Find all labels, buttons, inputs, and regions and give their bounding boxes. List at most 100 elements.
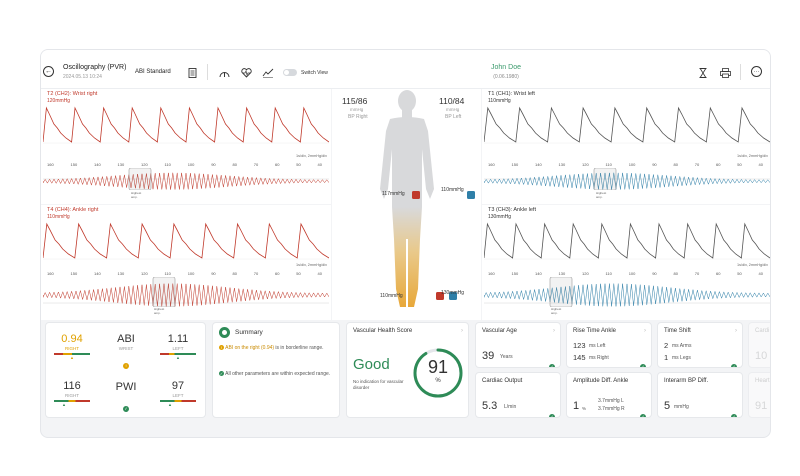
document-icon[interactable]: [186, 67, 198, 79]
metric-title: Rise Time Ankle: [573, 328, 617, 334]
bp-right-label: BP Right: [348, 114, 368, 120]
scale-tick-label: 60: [275, 271, 280, 276]
back-arrow-icon[interactable]: ←: [43, 66, 54, 77]
cuff-oscillation: [484, 168, 770, 190]
heart-pulse-icon[interactable]: [240, 67, 252, 79]
summary-line-2: ✓ All other parameters are within expect…: [219, 371, 335, 378]
scale-tick-label: 50: [296, 271, 301, 276]
panel-pressure: 120mmHg: [47, 98, 71, 104]
scale-tick-label: 120: [141, 271, 148, 276]
scale-tick-label: 120: [582, 271, 589, 276]
scale-tick-label: 110: [605, 162, 612, 167]
scale-tick-label: 80: [232, 271, 237, 276]
pressure-scale: 160 150 140 130 120 110 100 90 80 70 60 50 40: [488, 271, 763, 276]
scale-tick-label: 110: [164, 271, 171, 276]
switch-view-toggle[interactable]: [283, 69, 297, 76]
scale-tick-label: 130: [117, 162, 125, 167]
bp-right-value: 115/86: [342, 96, 368, 106]
left-abi-range-bar: [160, 353, 196, 355]
metric-value-right: 145: [573, 353, 586, 362]
panel-pressure: 130mmHg: [488, 214, 512, 220]
bp-left-unit: mmHg: [446, 107, 460, 112]
metric-unit-left: ms Left: [589, 343, 606, 349]
scale-tick-label: 40: [317, 271, 322, 276]
scale-tick-label: 150: [511, 271, 519, 276]
scale-tick-label: 150: [70, 271, 78, 276]
summary-icon: [219, 327, 230, 338]
exam-date: 2024.05.13 10:24: [63, 74, 102, 80]
panel-label: T3 (CH3): Ankle left: [488, 207, 536, 213]
hourglass-icon[interactable]: [697, 67, 709, 79]
metric-title: Cardi: [755, 328, 770, 334]
cuff-ankle-right[interactable]: [436, 292, 444, 300]
pressure-scale: 160 150 140 130 120 110 100 90 80 70 60 50 40: [488, 162, 763, 167]
page-title: Oscillography (PVR): [63, 64, 127, 71]
scale-tick-label: 90: [211, 271, 216, 276]
vhs-description: No indication for vascular disorder: [353, 379, 404, 390]
scale-tick-label: 70: [253, 271, 259, 276]
scale-tick-label: 110: [605, 271, 612, 276]
metric-unit: mmHg: [674, 404, 689, 410]
scale-tick-label: 140: [535, 162, 542, 167]
right-abi-value: 0.94: [61, 333, 83, 345]
cuff-oscillation: [43, 277, 329, 307]
bp-left-label: BP Left: [445, 114, 462, 120]
printer-icon[interactable]: [719, 67, 731, 79]
interarm-bp-card[interactable]: Interarm BP Diff. 5 mmHg ✓: [657, 372, 743, 418]
cutoff-card-2[interactable]: Heart 91: [748, 372, 770, 418]
right-pwi-label: RIGHT: [65, 393, 79, 398]
cuff-wrist-left[interactable]: [467, 191, 475, 199]
rise-time-ankle-card[interactable]: Rise Time Ankle › 123 ms Left 145 ms Rig…: [566, 322, 652, 368]
scale-tick-label: 160: [488, 271, 495, 276]
waveform-wrist-left: [484, 106, 770, 144]
vhs-grade: Good: [353, 356, 390, 373]
panel-pressure: 110mmHg: [47, 214, 70, 220]
cutoff-card-1[interactable]: Cardi 10: [748, 322, 770, 368]
patient-name: John Doe: [491, 64, 521, 71]
check-icon: ✓: [549, 364, 555, 368]
left-abi-label: LEFT: [172, 346, 184, 351]
scale-tick-label: 60: [275, 162, 280, 167]
vascular-health-score-card[interactable]: Vascular Health Score › Good No indicati…: [346, 322, 469, 418]
vhs-score: 91: [427, 357, 449, 377]
gauge-icon[interactable]: [218, 67, 230, 79]
check-icon: ✓: [549, 414, 555, 418]
amplitude-diff-card[interactable]: Amplitude Diff. Ankle 1 % 3.7mmHg L 3.7m…: [566, 372, 652, 418]
left-pwi-label: LEFT: [172, 393, 184, 398]
bp-left-value: 110/84: [439, 96, 465, 106]
summary-text: All other parameters are within expected…: [225, 371, 331, 377]
trend-icon[interactable]: [262, 67, 274, 79]
cardiac-output-card[interactable]: Cardiac Output 5.3 L/min ✓: [475, 372, 561, 418]
metric-value: 39: [482, 350, 495, 362]
scale-tick-label: 140: [94, 162, 101, 167]
more-icon[interactable]: ···: [751, 66, 762, 77]
vascular-age-card[interactable]: Vascular Age › 39 Years ✓: [475, 322, 561, 368]
scale-tick-label: 130: [558, 271, 566, 276]
cuff-wrist-right[interactable]: [412, 191, 420, 199]
left-pwi-value: 97: [171, 380, 185, 392]
scale-tick-label: 90: [652, 162, 657, 167]
scale-tick-label: 100: [187, 162, 195, 167]
chevron-right-icon: ›: [461, 328, 463, 334]
metric-unit-arms: ms Arms: [672, 343, 692, 349]
check-icon: ✓: [640, 364, 646, 368]
scale-tick-label: 90: [652, 271, 657, 276]
metric-unit: Years: [500, 354, 513, 360]
metric-value-legs: 1: [664, 353, 669, 362]
summary-card[interactable]: Summary ! ABI on the right (0.94) is in …: [212, 322, 340, 418]
panel-label: T1 (CH1): Wrist left: [488, 91, 535, 97]
metric-value: 5: [664, 400, 671, 412]
panel-label: T4 (CH4): Ankle right: [47, 207, 99, 213]
scale-tick-label: 130: [558, 162, 566, 167]
scale-tick-label: 120: [141, 162, 148, 167]
scale-tick-label: 150: [70, 162, 78, 167]
panel-speed: 1s/div, 2mmHg/div: [296, 263, 327, 267]
abi-pwi-card[interactable]: 0.94 RIGHT ▲ ABI WRIST ! 1.11 LEFT ▲ 116…: [45, 322, 206, 418]
mode-label[interactable]: ABI Standard: [135, 69, 171, 75]
chevron-right-icon: ›: [644, 328, 646, 334]
waveform-ankle-left: [484, 222, 770, 260]
scale-tick-label: 140: [94, 271, 101, 276]
cuff-ankle-left[interactable]: [449, 292, 457, 300]
time-shift-card[interactable]: Time Shift › 2 ms Arms 1 ms Legs ✓: [657, 322, 743, 368]
metric-title: Time Shift: [664, 328, 691, 334]
